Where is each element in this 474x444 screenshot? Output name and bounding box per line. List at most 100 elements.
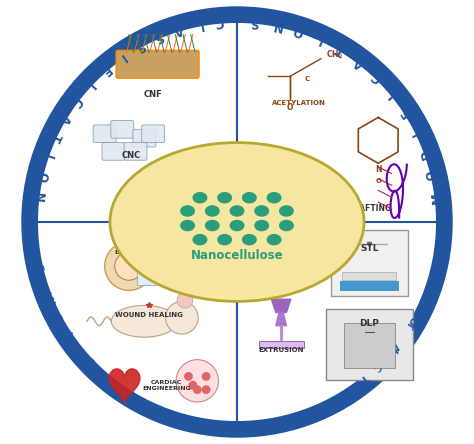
Text: O: O: [54, 311, 66, 322]
FancyBboxPatch shape: [141, 214, 196, 223]
FancyBboxPatch shape: [141, 186, 196, 194]
Text: CNF: CNF: [144, 90, 163, 99]
Text: B: B: [36, 263, 46, 272]
Text: O: O: [287, 103, 293, 112]
Ellipse shape: [229, 220, 245, 231]
Ellipse shape: [266, 192, 282, 203]
FancyBboxPatch shape: [141, 224, 196, 233]
Text: OXIDATION: OXIDATION: [264, 179, 307, 185]
Text: I: I: [353, 379, 361, 388]
Text: P: P: [305, 404, 315, 414]
FancyBboxPatch shape: [93, 125, 116, 143]
Text: C: C: [305, 75, 310, 82]
Ellipse shape: [242, 192, 257, 203]
Text: E: E: [328, 392, 339, 404]
Text: D: D: [418, 147, 433, 160]
Polygon shape: [109, 369, 140, 403]
Ellipse shape: [266, 234, 282, 246]
Ellipse shape: [254, 205, 269, 217]
Text: T: T: [334, 42, 347, 58]
Text: CH$_3$: CH$_3$: [326, 48, 343, 60]
Polygon shape: [272, 299, 291, 313]
Ellipse shape: [192, 192, 208, 203]
FancyBboxPatch shape: [111, 120, 134, 138]
Text: A: A: [352, 55, 367, 71]
Text: C: C: [371, 361, 383, 372]
Text: E: E: [85, 354, 96, 365]
Text: T: T: [47, 131, 63, 143]
Text: Nanocellulose: Nanocellulose: [191, 249, 283, 262]
Text: R: R: [46, 294, 58, 305]
Text: CNC: CNC: [121, 151, 141, 160]
Text: DLP: DLP: [359, 319, 379, 328]
Text: T: T: [404, 319, 415, 330]
Text: ACETYLATION: ACETYLATION: [272, 100, 326, 106]
Text: M: M: [68, 333, 81, 346]
Text: N: N: [183, 411, 194, 423]
Ellipse shape: [217, 234, 232, 246]
FancyBboxPatch shape: [344, 323, 394, 369]
Text: S: S: [152, 30, 165, 45]
Text: GRAFTING: GRAFTING: [347, 204, 392, 213]
Circle shape: [177, 292, 193, 308]
Text: L: L: [329, 392, 339, 403]
Text: D: D: [421, 281, 433, 292]
Text: L: L: [202, 416, 210, 425]
Text: M: M: [292, 407, 306, 419]
Text: I: I: [410, 127, 423, 137]
Text: D: D: [104, 372, 116, 384]
FancyBboxPatch shape: [137, 257, 156, 285]
Text: P: P: [35, 259, 46, 269]
FancyBboxPatch shape: [116, 50, 199, 78]
Text: O: O: [292, 24, 306, 39]
Ellipse shape: [229, 205, 245, 217]
Text: M: M: [429, 191, 444, 204]
Text: I: I: [385, 88, 398, 100]
FancyBboxPatch shape: [141, 195, 196, 204]
Text: F: F: [398, 106, 413, 119]
Circle shape: [165, 301, 198, 334]
Circle shape: [176, 360, 219, 402]
Ellipse shape: [110, 143, 364, 301]
Text: O: O: [425, 169, 440, 182]
Text: CARDIAC
ENGINEERING: CARDIAC ENGINEERING: [142, 380, 191, 391]
Text: A: A: [172, 23, 184, 38]
Text: N: N: [86, 355, 99, 368]
Text: S: S: [430, 246, 441, 254]
FancyBboxPatch shape: [102, 143, 125, 160]
Circle shape: [30, 15, 444, 429]
Circle shape: [202, 372, 210, 381]
Text: C: C: [69, 94, 84, 109]
Ellipse shape: [111, 305, 177, 337]
Polygon shape: [276, 313, 286, 326]
Text: H: H: [384, 345, 397, 357]
FancyBboxPatch shape: [141, 234, 196, 243]
Text: L: L: [194, 18, 204, 32]
FancyBboxPatch shape: [142, 125, 164, 143]
Ellipse shape: [254, 220, 269, 231]
Text: A: A: [175, 409, 185, 420]
Text: N: N: [431, 246, 441, 254]
Ellipse shape: [205, 220, 220, 231]
Text: I: I: [128, 388, 136, 398]
Text: C: C: [369, 70, 384, 85]
Text: I: I: [149, 399, 157, 410]
Circle shape: [184, 372, 193, 381]
FancyBboxPatch shape: [259, 341, 304, 348]
Text: O: O: [425, 271, 436, 281]
Text: O: O: [375, 178, 381, 184]
Text: I: I: [40, 152, 54, 161]
Text: N: N: [31, 192, 45, 203]
Text: C: C: [215, 15, 224, 29]
FancyBboxPatch shape: [326, 309, 412, 380]
FancyBboxPatch shape: [340, 281, 399, 291]
Text: I: I: [316, 32, 325, 46]
Ellipse shape: [217, 192, 232, 203]
FancyBboxPatch shape: [342, 272, 396, 280]
Ellipse shape: [192, 234, 208, 246]
Text: N: N: [271, 18, 283, 33]
Circle shape: [202, 385, 210, 394]
Text: A: A: [57, 111, 73, 126]
FancyBboxPatch shape: [124, 143, 147, 160]
Text: BONE REGENERATION: BONE REGENERATION: [115, 250, 191, 255]
